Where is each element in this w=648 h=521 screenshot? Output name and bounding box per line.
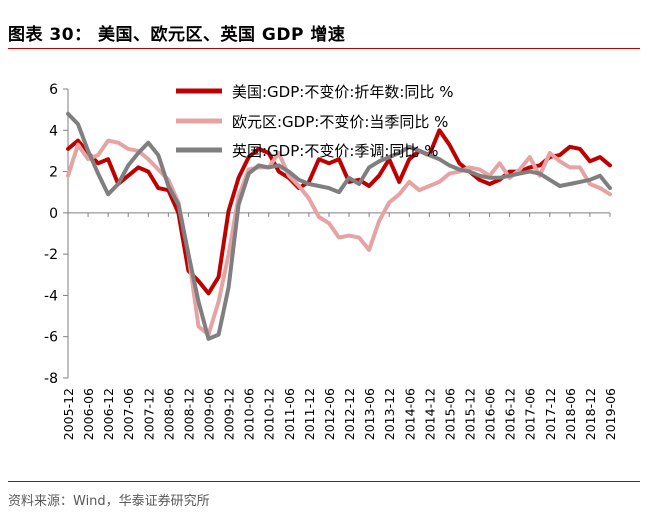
x-tick-label: 2011-06 [282,388,297,440]
y-tick-label: -8 [44,371,58,387]
x-tick-label: 2015-12 [462,388,477,440]
source-note: 资料来源：Wind，华泰证券研究所 [8,494,210,509]
y-tick-label: 2 [49,165,58,181]
x-tick-label: 2010-06 [242,388,257,440]
figure-title: 图表 30： 美国、欧元区、英国 GDP 增速 [8,25,346,45]
y-tick-label: -6 [44,330,58,346]
x-tick-label: 2017-12 [543,388,558,440]
eurozone-gdp-line [66,138,612,337]
chart-legend: 美国:GDP:不变价:折年数:同比 % 欧元区:GDP:不变价:当季同比 % 英国:… [176,83,453,160]
x-tick-label: 2018-12 [583,388,598,440]
x-tick-label: 2014-06 [402,388,417,440]
legend-item-us-label: 美国:GDP:不变价:折年数:同比 % [232,83,453,101]
x-tick-label: 2008-06 [161,388,176,440]
x-tick-label: 2018-06 [563,388,578,440]
x-tick-label: 2015-06 [442,388,457,440]
x-tick-label: 2016-12 [503,388,518,440]
x-tick-label: 2010-12 [262,388,277,440]
legend-item-eurozone-label: 欧元区:GDP:不变价:当季同比 % [232,113,448,131]
legend-item-uk-label: 英国:GDP:不变价:季调:同比 % [232,142,438,160]
title-divider [8,48,640,49]
x-tick-label: 2007-06 [121,388,136,440]
x-tick-label: 2016-06 [483,388,498,440]
chart-series [66,111,612,341]
x-tick-label: 2017-06 [523,388,538,440]
x-tick-label: 2013-12 [382,388,397,440]
x-tick-label: 2012-12 [342,388,357,440]
x-tick-label: 2005-12 [61,388,76,440]
x-tick-label: 2006-06 [81,388,96,440]
x-tick-label: 2011-12 [302,388,317,440]
x-tick-label: 2006-12 [101,388,116,440]
y-tick-label: -4 [44,288,58,304]
source-divider [8,481,640,482]
y-tick-label: 6 [49,82,58,98]
x-tick-label: 2012-06 [322,388,337,440]
x-tick-label: 2009-06 [202,388,217,440]
y-tick-label: 0 [49,206,58,222]
x-tick-label: 2013-06 [362,388,377,440]
x-tick-label: 2019-06 [603,388,618,440]
x-tick-label: 2009-12 [222,388,237,440]
x-tick-label: 2008-12 [181,388,196,440]
y-tick-label: -2 [44,247,58,263]
uk-gdp-line [66,111,612,341]
x-tick-label: 2007-12 [141,388,156,440]
y-tick-label: 4 [49,123,58,139]
x-tick-label: 2014-12 [422,388,437,440]
